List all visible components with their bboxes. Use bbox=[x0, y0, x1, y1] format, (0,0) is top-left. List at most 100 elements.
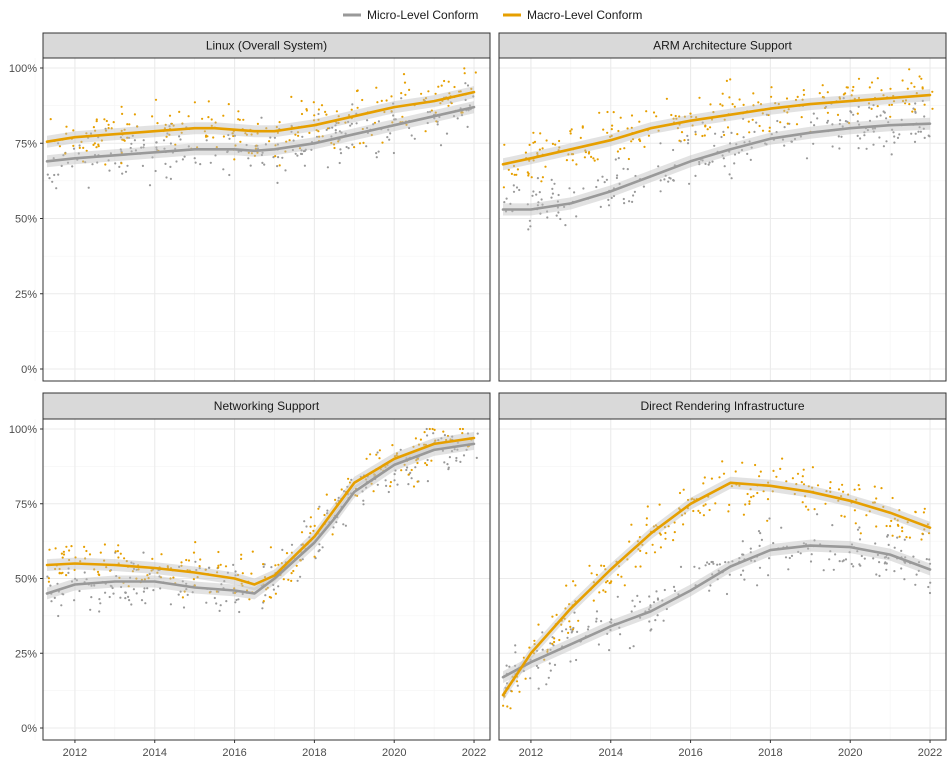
scatter-point bbox=[114, 550, 117, 553]
scatter-point bbox=[718, 476, 721, 479]
scatter-point bbox=[746, 492, 749, 496]
scatter-point bbox=[385, 484, 388, 487]
scatter-point bbox=[187, 559, 191, 562]
scatter-point bbox=[233, 158, 236, 161]
scatter-point bbox=[921, 532, 924, 535]
scatter-point bbox=[374, 474, 377, 477]
scatter-point bbox=[702, 504, 705, 507]
scatter-point bbox=[931, 107, 934, 110]
scatter-point bbox=[922, 511, 926, 514]
scatter-point bbox=[729, 78, 732, 81]
scatter-point bbox=[529, 658, 532, 661]
scatter-point bbox=[741, 540, 744, 543]
scatter-point bbox=[383, 110, 386, 114]
scatter-point bbox=[593, 159, 596, 162]
scatter-point bbox=[277, 563, 280, 566]
scatter-point bbox=[423, 431, 426, 434]
scatter-point bbox=[794, 98, 798, 102]
scatter-point bbox=[553, 182, 556, 185]
scatter-point bbox=[659, 179, 662, 182]
scatter-point bbox=[676, 127, 680, 130]
scatter-point bbox=[238, 610, 241, 614]
scatter-point bbox=[604, 568, 607, 571]
scatter-point bbox=[445, 132, 449, 135]
scatter-point bbox=[762, 490, 765, 493]
scatter-point bbox=[859, 532, 862, 535]
scatter-point bbox=[692, 509, 695, 513]
scatter-point bbox=[639, 616, 642, 619]
scatter-point bbox=[83, 571, 86, 574]
scatter-point bbox=[94, 129, 97, 132]
scatter-point bbox=[766, 498, 770, 501]
scatter-point bbox=[839, 119, 842, 122]
scatter-point bbox=[921, 99, 924, 102]
scatter-point bbox=[683, 512, 687, 515]
scatter-point bbox=[678, 491, 682, 495]
scatter-point bbox=[910, 82, 913, 85]
scatter-point bbox=[234, 601, 237, 604]
scatter-point bbox=[610, 196, 613, 199]
scatter-point bbox=[917, 561, 921, 564]
scatter-point bbox=[878, 574, 881, 578]
scatter-point bbox=[898, 509, 901, 512]
scatter-point bbox=[746, 152, 749, 155]
scatter-point bbox=[180, 561, 183, 564]
scatter-point bbox=[555, 214, 558, 217]
scatter-point bbox=[164, 162, 167, 165]
scatter-point bbox=[663, 588, 666, 592]
scatter-point bbox=[733, 105, 736, 108]
scatter-point bbox=[659, 546, 663, 549]
scatter-point bbox=[558, 146, 561, 149]
scatter-point bbox=[425, 427, 428, 431]
scatter-point bbox=[590, 572, 593, 575]
scatter-point bbox=[65, 545, 68, 548]
scatter-point bbox=[639, 565, 642, 568]
scatter-point bbox=[337, 121, 340, 124]
scatter-point bbox=[860, 554, 863, 558]
scatter-point bbox=[664, 531, 667, 535]
scatter-point bbox=[872, 104, 875, 107]
scatter-point bbox=[923, 136, 926, 139]
scatter-point bbox=[617, 157, 620, 160]
scatter-point bbox=[917, 130, 920, 133]
scatter-point bbox=[231, 132, 234, 135]
scatter-point bbox=[724, 561, 727, 564]
scatter-point bbox=[301, 543, 304, 546]
scatter-point bbox=[929, 581, 932, 584]
scatter-point bbox=[212, 136, 215, 139]
scatter-point bbox=[99, 551, 102, 554]
scatter-point bbox=[896, 523, 900, 527]
scatter-point bbox=[853, 488, 856, 491]
scatter-point bbox=[73, 599, 76, 602]
scatter-point bbox=[852, 113, 855, 116]
scatter-point bbox=[362, 499, 365, 502]
scatter-point bbox=[740, 148, 744, 152]
scatter-point bbox=[619, 116, 622, 119]
scatter-point bbox=[610, 618, 613, 621]
scatter-point bbox=[565, 159, 569, 162]
scatter-point bbox=[891, 534, 894, 537]
scatter-point bbox=[453, 448, 456, 451]
scatter-point bbox=[831, 145, 834, 148]
y-tick-label: 50% bbox=[15, 214, 37, 226]
scatter-point bbox=[82, 146, 85, 149]
scatter-point bbox=[701, 121, 704, 124]
scatter-point bbox=[892, 100, 896, 103]
scatter-point bbox=[131, 134, 134, 137]
scatter-point bbox=[890, 519, 893, 523]
scatter-point bbox=[658, 503, 661, 506]
scatter-point bbox=[865, 147, 868, 150]
scatter-point bbox=[706, 128, 709, 131]
scatter-point bbox=[914, 510, 917, 514]
scatter-point bbox=[842, 97, 845, 100]
scatter-point bbox=[673, 521, 676, 524]
scatter-point bbox=[53, 173, 56, 177]
scatter-point bbox=[774, 102, 777, 105]
scatter-point bbox=[713, 144, 716, 147]
scatter-point bbox=[57, 614, 60, 618]
scatter-point bbox=[529, 225, 532, 228]
scatter-point bbox=[330, 141, 333, 145]
scatter-point bbox=[599, 205, 602, 208]
scatter-point bbox=[787, 568, 790, 571]
scatter-point bbox=[273, 136, 276, 139]
